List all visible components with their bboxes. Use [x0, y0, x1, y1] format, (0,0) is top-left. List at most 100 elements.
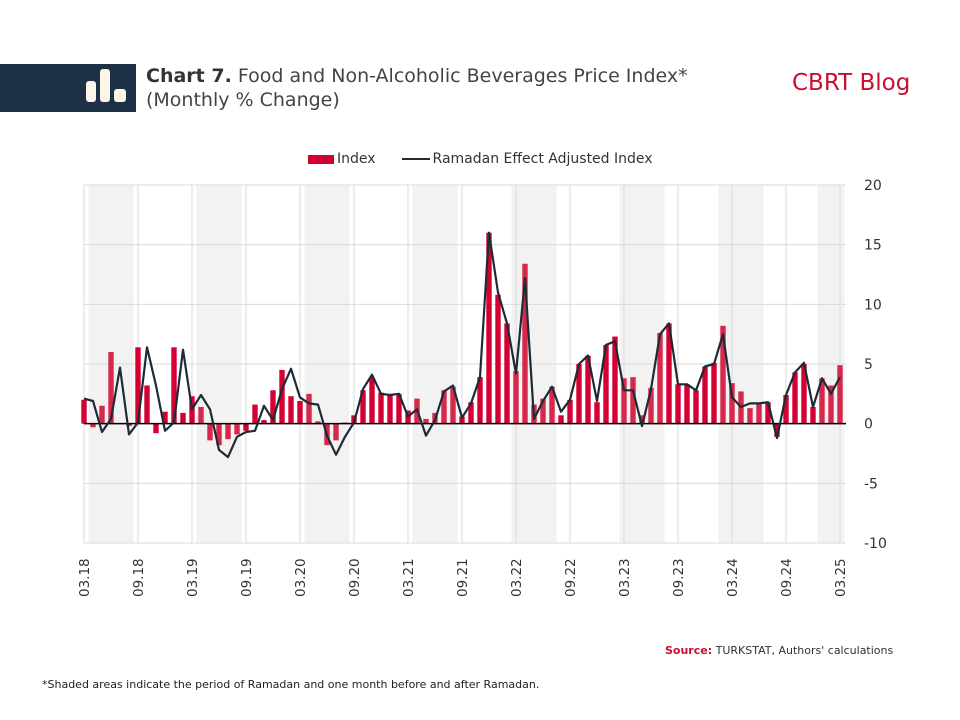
footnote: *Shaded areas indicate the period of Ram…: [42, 678, 540, 691]
index-bar: [315, 421, 321, 424]
chart-title-line2: (Monthly % Change): [146, 89, 340, 111]
x-tick-label: 09.22: [563, 558, 579, 597]
x-tick-label: 09.23: [671, 558, 687, 597]
x-tick-label: 03.19: [185, 558, 201, 597]
index-bar: [171, 347, 177, 424]
index-bar: [684, 384, 690, 424]
index-bar: [522, 263, 528, 424]
index-bar: [603, 344, 609, 424]
index-bar: [810, 406, 816, 424]
index-bar: [90, 423, 96, 428]
index-bar: [99, 405, 105, 424]
index-bar: [837, 365, 843, 424]
index-bar: [567, 399, 573, 424]
index-bar: [513, 371, 519, 424]
index-bar: [333, 423, 339, 441]
x-tick-label: 09.19: [239, 558, 255, 597]
index-bar: [639, 415, 645, 424]
index-bar: [216, 423, 222, 446]
index-bar: [306, 393, 312, 424]
legend-label-adjusted: Ramadan Effect Adjusted Index: [432, 151, 653, 167]
chart-legend: Index Ramadan Effect Adjusted Index: [308, 151, 653, 167]
x-tick-label: 03.24: [725, 558, 741, 597]
legend-swatch-index: [308, 154, 334, 164]
y-tick-label: 10: [864, 297, 882, 313]
y-tick-label: -10: [864, 536, 887, 552]
adjusted-index-line: [83, 231, 841, 459]
index-bar: [801, 364, 807, 424]
index-bar: [657, 332, 663, 424]
y-tick-label: 5: [864, 357, 873, 373]
index-bar: [828, 385, 834, 424]
index-bar: [234, 423, 240, 435]
title-banner: [0, 64, 136, 112]
index-bar: [594, 402, 600, 424]
x-tick-label: 03.23: [617, 558, 633, 597]
index-bar: [819, 378, 825, 424]
index-bar: [270, 390, 276, 424]
index-bar: [711, 362, 717, 424]
index-bar: [369, 377, 375, 424]
index-bar: [243, 423, 249, 431]
index-bar: [612, 336, 618, 424]
index-bar: [783, 395, 789, 424]
chart-title: Chart 7. Food and Non-Alcoholic Beverage…: [146, 64, 688, 112]
index-bar: [585, 355, 591, 424]
y-tick-label: 15: [864, 238, 882, 254]
y-tick-label: -5: [864, 476, 878, 492]
x-tick-label: 03.22: [509, 558, 525, 597]
index-bar: [288, 396, 294, 424]
index-bar: [108, 352, 114, 424]
index-bar: [720, 325, 726, 424]
index-bar: [675, 384, 681, 424]
index-bar: [378, 392, 384, 424]
index-bar: [144, 385, 150, 424]
source-text: TURKSTAT, Authors' calculations: [715, 644, 894, 657]
index-bar: [756, 403, 762, 424]
index-bar: [549, 386, 555, 424]
index-bar: [765, 402, 771, 424]
x-tick-label: 09.20: [347, 558, 363, 597]
source-note: Source: TURKSTAT, Authors' calculations: [665, 644, 893, 657]
index-bar: [441, 390, 447, 424]
index-bar: [729, 383, 735, 424]
x-tick-label: 03.21: [401, 558, 417, 597]
brand-label: CBRT Blog: [792, 70, 911, 96]
x-tick-label: 03.20: [293, 558, 309, 597]
chart-plot: 20 15 10 5 0 -5 -10 03.18 09.18 03.19 09.19 03.20 0…: [77, 178, 887, 597]
index-bar: [297, 400, 303, 424]
index-bar: [504, 323, 510, 424]
index-bar: [477, 377, 483, 424]
source-label: Source:: [665, 644, 713, 657]
bar-chart-icon: [86, 69, 126, 102]
index-bar: [693, 390, 699, 424]
index-bar: [135, 347, 141, 424]
index-bar: [558, 415, 564, 424]
index-bar: [387, 393, 393, 424]
index-bar: [747, 408, 753, 424]
y-tick-label: 20: [864, 178, 882, 194]
index-bar: [450, 386, 456, 424]
index-bar: [207, 423, 213, 441]
index-bar: [774, 423, 780, 437]
chart-number: Chart 7.: [146, 65, 232, 87]
index-bar: [162, 411, 168, 424]
index-bar: [792, 372, 798, 424]
chart-title-line1: Food and Non-Alcoholic Beverages Price I…: [237, 65, 688, 87]
index-bar: [360, 390, 366, 424]
index-bar: [648, 387, 654, 424]
index-bar: [486, 232, 492, 424]
index-bar: [423, 418, 429, 424]
x-tick-label: 03.18: [77, 558, 93, 597]
index-bar: [153, 423, 159, 434]
index-bar: [396, 393, 402, 424]
x-tick-label: 09.24: [779, 558, 795, 597]
index-bar: [702, 366, 708, 424]
index-bar: [576, 364, 582, 424]
index-bar: [459, 416, 465, 424]
index-bar: [540, 398, 546, 424]
index-bar: [279, 369, 285, 424]
x-tick-label: 09.18: [131, 558, 147, 597]
index-bar: [198, 406, 204, 424]
index-bar: [252, 404, 258, 424]
